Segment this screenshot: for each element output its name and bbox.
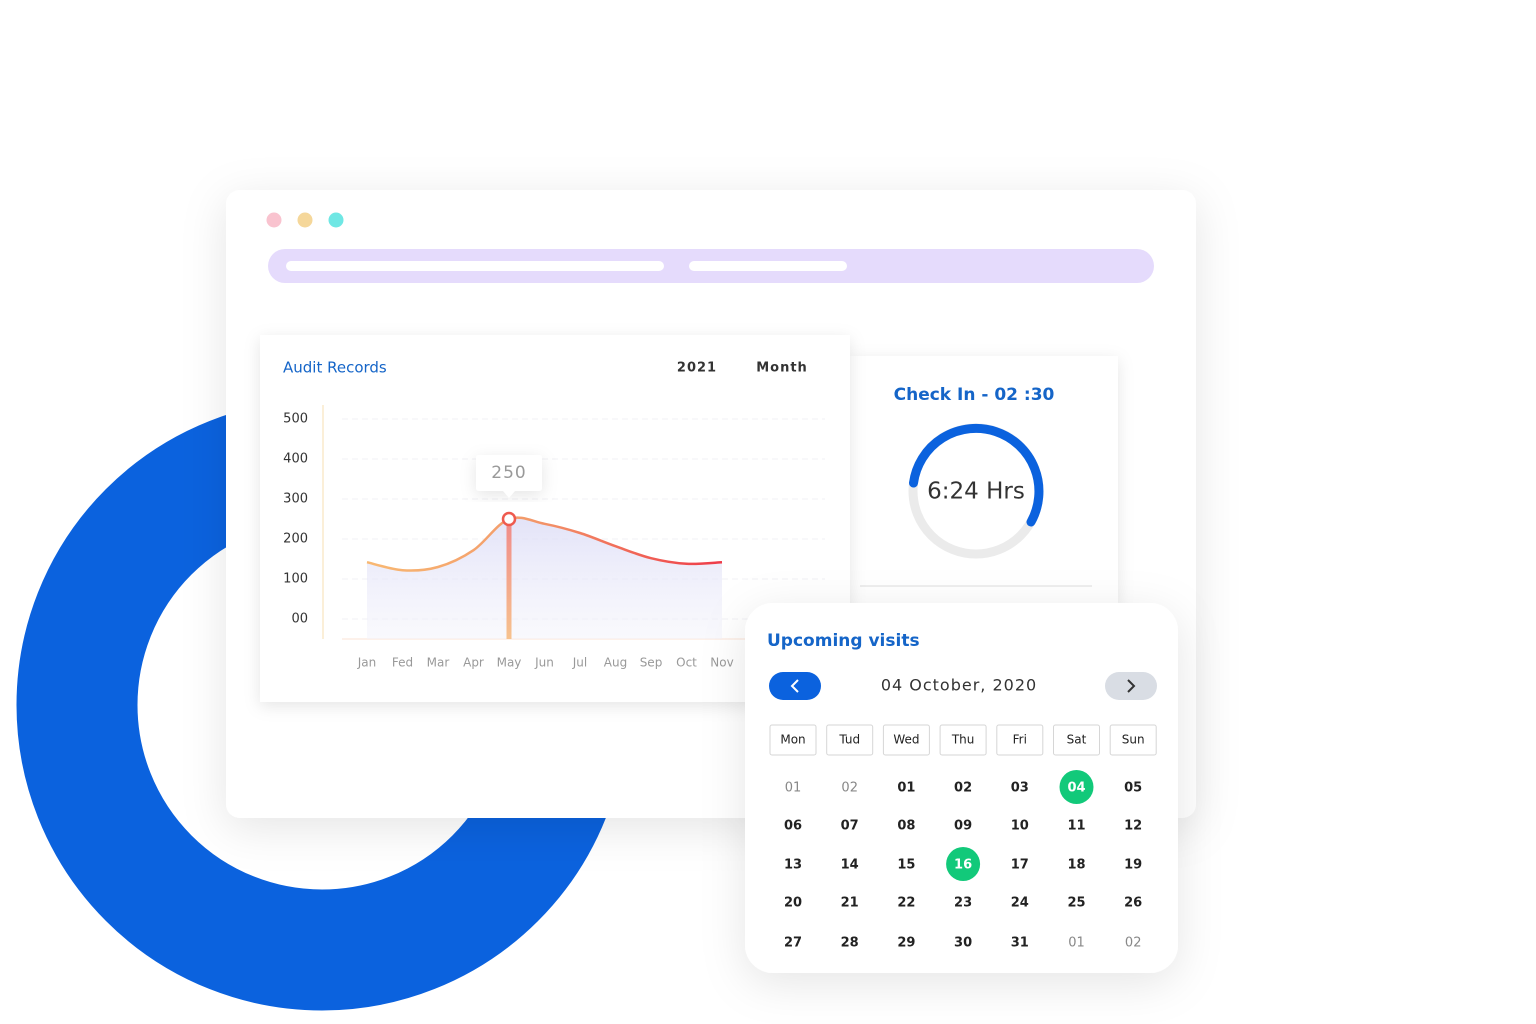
weekday-label: Thu <box>951 733 975 747</box>
day[interactable]: 10 <box>1011 819 1029 834</box>
day[interactable]: 19 <box>1124 858 1142 873</box>
day[interactable]: 02 <box>954 781 972 796</box>
calendar-title: Upcoming visits <box>767 631 920 651</box>
x-tick-label: Oct <box>676 656 697 670</box>
day[interactable]: 13 <box>784 858 802 873</box>
dot <box>297 212 313 228</box>
checkin-duration: 6:24 Hrs <box>927 479 1025 505</box>
highlight-point <box>501 511 517 527</box>
day[interactable]: 28 <box>841 936 859 951</box>
day[interactable]: 30 <box>954 936 972 951</box>
weekday-label: Sat <box>1067 733 1087 747</box>
day[interactable]: 22 <box>897 896 915 911</box>
day[interactable]: 26 <box>1124 896 1142 911</box>
day[interactable]: 09 <box>954 819 972 834</box>
weekday-label: Tud <box>838 733 860 747</box>
day[interactable]: 24 <box>1011 896 1029 911</box>
x-tick-label: Fed <box>392 656 413 670</box>
day[interactable]: 31 <box>1011 936 1029 951</box>
calendar-card <box>745 603 1178 973</box>
day[interactable]: 17 <box>1011 858 1029 873</box>
tooltip-value: 250 <box>491 463 526 483</box>
bar-pill <box>689 261 847 271</box>
day[interactable]: 01 <box>785 781 802 796</box>
x-tick-label: Jun <box>534 656 554 670</box>
weekday-box <box>769 724 817 756</box>
selected-day <box>1059 770 1094 804</box>
day[interactable]: 15 <box>897 858 915 873</box>
weekday-box <box>996 724 1044 756</box>
x-tick-label: Jul <box>572 656 587 670</box>
line <box>366 516 723 572</box>
day[interactable]: 02 <box>1125 936 1142 951</box>
dot <box>266 212 282 228</box>
day[interactable]: 08 <box>897 819 915 834</box>
x-tick-label: Jan <box>357 656 377 670</box>
x-tick-label: Nov <box>710 656 733 670</box>
day[interactable]: 23 <box>954 896 972 911</box>
weekday-label: Mon <box>780 733 805 747</box>
checkin-title: Check In - 02 :30 <box>894 385 1055 405</box>
day[interactable]: 29 <box>897 936 915 951</box>
weekday-box <box>1109 724 1157 756</box>
day[interactable]: 18 <box>1067 858 1085 873</box>
dot <box>328 212 344 228</box>
day[interactable]: 02 <box>841 781 858 796</box>
calendar-date: 04 October, 2020 <box>881 676 1037 695</box>
tooltip-tip <box>503 491 515 498</box>
chart: 00 100 200 300 400 500 Jan Fed Mar Apr May Jun Jul Au… <box>283 412 825 670</box>
prev-icon <box>790 679 799 693</box>
weekday-label: Wed <box>893 733 919 747</box>
selected-day <box>946 847 981 881</box>
period-filter[interactable]: Month <box>756 361 808 376</box>
day[interactable]: 11 <box>1067 819 1085 834</box>
y-tick-label: 200 <box>283 532 308 547</box>
day[interactable]: 01 <box>1068 936 1085 951</box>
weekday-box <box>939 724 987 756</box>
x-tick-label: Apr <box>463 656 484 670</box>
day[interactable]: 06 <box>784 819 802 834</box>
y-tick-label: 300 <box>283 492 308 507</box>
day[interactable]: 21 <box>841 896 859 911</box>
x-tick-label: Aug <box>604 656 627 670</box>
day[interactable]: 04 <box>1067 781 1085 796</box>
highlight-bar <box>506 519 512 639</box>
day[interactable]: 03 <box>1011 781 1029 796</box>
weekday-label: Fri <box>1013 733 1027 747</box>
day[interactable]: 07 <box>841 819 859 834</box>
area <box>367 517 722 639</box>
calendar-grid: Mon Tud Wed Thu Fri Sat Sun 01 02 01 02 03 04 05 06 07 0… <box>769 724 1157 951</box>
y-tick-label: 100 <box>283 572 308 587</box>
y-tick-label: 00 <box>291 612 308 627</box>
next-icon <box>1127 679 1136 693</box>
weekday-box <box>826 724 874 756</box>
day[interactable]: 16 <box>954 858 972 873</box>
prev-button[interactable] <box>769 672 821 700</box>
checkin-card <box>850 356 1118 606</box>
day[interactable]: 05 <box>1124 781 1142 796</box>
day[interactable]: 27 <box>784 936 802 951</box>
day[interactable]: 14 <box>841 858 859 873</box>
y-tick-label: 500 <box>283 412 308 427</box>
y-tick-label: 400 <box>283 452 308 467</box>
chart-title: Audit Records <box>283 359 387 377</box>
weekday-box <box>882 724 930 756</box>
weekday-box <box>1053 724 1100 756</box>
day[interactable]: 01 <box>897 781 915 796</box>
day[interactable]: 25 <box>1067 896 1085 911</box>
day[interactable]: 20 <box>784 896 802 911</box>
x-tick-label: Mar <box>427 656 450 670</box>
tooltip <box>476 455 542 491</box>
x-tick-label: Sep <box>640 656 663 670</box>
year-filter[interactable]: 2021 <box>677 361 717 376</box>
x-tick-label: May <box>497 656 522 670</box>
weekday-label: Sun <box>1122 733 1145 747</box>
progress-arc <box>909 423 1044 527</box>
day[interactable]: 12 <box>1124 819 1142 834</box>
bar-pill <box>286 261 664 271</box>
next-button[interactable] <box>1105 672 1157 700</box>
